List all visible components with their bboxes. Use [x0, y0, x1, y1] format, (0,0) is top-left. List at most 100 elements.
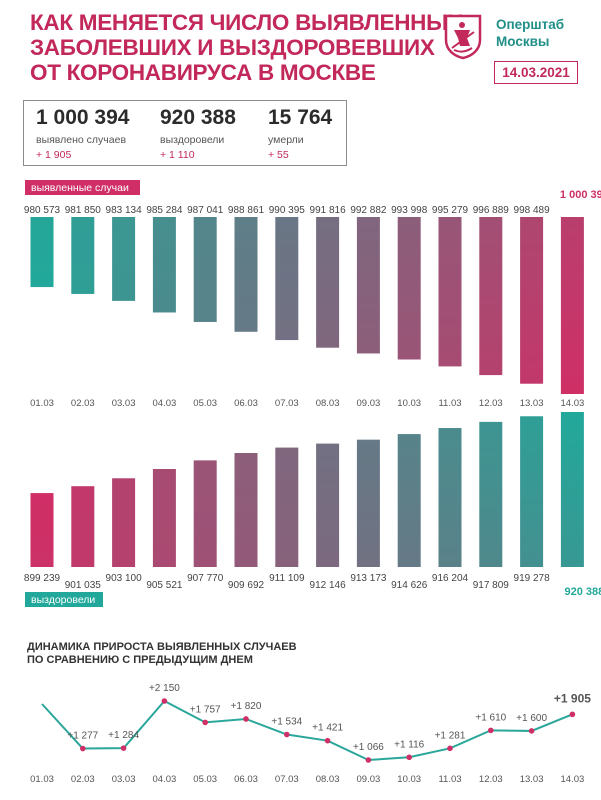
- line-tick-label: 13.03: [520, 774, 544, 785]
- line-chart-subtitle: ПО СРАВНЕНИЮ С ПРЕДЫДУЩИМ ДНЕМ: [27, 654, 253, 666]
- recovered-value-label: 899 239: [24, 573, 61, 584]
- increase-point: [447, 745, 453, 752]
- increase-point: [284, 731, 290, 738]
- cases-bar: [193, 217, 217, 322]
- increase-point: [406, 754, 413, 761]
- line-tick-label: 11.03: [438, 774, 461, 785]
- stat-delta: + 55: [268, 149, 289, 161]
- cases-value-label: 985 284: [146, 205, 183, 216]
- recovered-legend-tag: [25, 592, 103, 607]
- line-tick-label: 06.03: [234, 774, 258, 785]
- recovered-bar: [234, 453, 258, 567]
- increase-point: [324, 737, 331, 744]
- recovered-bar: [397, 434, 421, 567]
- cases-tick-label: 12.03: [479, 398, 503, 409]
- line-tick-label: 01.03: [30, 774, 54, 785]
- recovered-bar: [356, 439, 380, 567]
- recovered-value-label: 901 035: [65, 580, 102, 591]
- cases-tick-label: 07.03: [275, 398, 299, 409]
- recovered-bar: [560, 412, 584, 567]
- cases-bar: [479, 217, 503, 376]
- cases-bar: [316, 217, 340, 348]
- stat-delta: + 1 905: [36, 149, 72, 161]
- cases-bar: [397, 217, 421, 360]
- increase-point: [120, 745, 127, 751]
- recovered-bar: [71, 486, 95, 567]
- cases-bar: [560, 217, 584, 394]
- line-tick-label: 02.03: [71, 774, 95, 785]
- cases-value-label: 991 816: [310, 205, 347, 216]
- line-tick-label: 03.03: [112, 774, 136, 785]
- cases-bar: [152, 217, 176, 313]
- recovered-value-label: 914 626: [391, 580, 428, 591]
- cases-legend-label: выявленные случаи: [31, 182, 129, 194]
- stat-recovered: 920 388 выздоровели + 1 110: [160, 106, 236, 161]
- cases-tick-label: 10.03: [397, 398, 421, 409]
- date-badge: 14.03.2021: [494, 61, 578, 84]
- cases-tick-label: 11.03: [438, 398, 461, 409]
- stat-value: 15 764: [268, 106, 333, 129]
- recovered-value-label: 912 146: [310, 580, 347, 591]
- cases-value-label: 993 998: [391, 205, 428, 216]
- cases-tick-label: 02.03: [71, 398, 95, 409]
- recovered-value-label: 916 204: [432, 573, 469, 584]
- stat-label: выявлено случаев: [36, 134, 127, 146]
- line-chart-title: ДИНАМИКА ПРИРОСТА ВЫЯВЛЕННЫХ СЛУЧАЕВ: [27, 641, 297, 653]
- recovered-bar: [520, 416, 544, 567]
- cases-value-label: 996 889: [473, 205, 510, 216]
- increase-value-label: +1 600: [516, 713, 547, 724]
- increase-value-label: +1 757: [190, 704, 221, 715]
- cases-tick-label: 13.03: [520, 398, 544, 409]
- cases-value-label: 988 861: [228, 205, 265, 216]
- cases-value-label: 1 000 394: [560, 189, 601, 201]
- stat-delta: + 1 110: [160, 149, 195, 161]
- cases-bar: [30, 217, 54, 288]
- org-name: Оперштаб Москвы: [496, 16, 564, 50]
- cases-tick-label: 01.03: [30, 398, 54, 409]
- stat-label: умерли: [268, 134, 304, 146]
- increase-value-label: +1 610: [475, 712, 506, 723]
- line-tick-label: 09.03: [357, 774, 381, 785]
- cases-value-label: 987 041: [187, 205, 224, 216]
- recovered-value-label: 907 770: [187, 573, 224, 584]
- recovered-bar: [438, 428, 462, 567]
- increase-value-label: +1 421: [312, 723, 343, 734]
- increase-point: [80, 745, 86, 752]
- line-tick-label: 08.03: [316, 774, 340, 785]
- cases-value-label: 981 850: [65, 205, 102, 216]
- increase-point: [202, 719, 208, 726]
- increase-point: [243, 716, 249, 722]
- cases-value-label: 995 279: [432, 205, 469, 216]
- increase-value-label: +1 534: [271, 717, 302, 728]
- line-tick-label: 12.03: [479, 774, 503, 785]
- increase-point: [488, 727, 494, 734]
- cases-tick-label: 04.03: [153, 398, 177, 409]
- recovered-value-label: 909 692: [228, 580, 265, 591]
- cases-bar: [112, 217, 136, 301]
- recovered-value-label: 905 521: [146, 580, 183, 591]
- recovered-bar: [193, 460, 217, 567]
- increase-value-label: +2 150: [149, 683, 180, 694]
- recovered-bar: [316, 443, 340, 567]
- cases-tick-label: 09.03: [357, 398, 381, 409]
- org-line: Москвы: [496, 34, 550, 49]
- org-line: Оперштаб: [496, 17, 565, 32]
- increase-point: [569, 711, 576, 718]
- recovered-bar: [275, 447, 299, 567]
- increase-point: [365, 757, 372, 763]
- increase-value-label: +1 284: [108, 730, 139, 741]
- title-line: ОТ КОРОНАВИРУСА В МОСКВЕ: [30, 60, 376, 85]
- moscow-coat-of-arms-icon: [444, 14, 482, 60]
- increase-point: [528, 728, 535, 734]
- stat-value: 920 388: [160, 106, 236, 129]
- line-tick-label: 07.03: [275, 774, 299, 785]
- recovered-bar: [479, 421, 503, 567]
- increase-value-label: +1 277: [67, 731, 98, 742]
- increase-value-label: +1 905: [554, 691, 591, 705]
- line-tick-label: 04.03: [153, 774, 177, 785]
- page-title: КАК МЕНЯЕТСЯ ЧИСЛО ВЫЯВЛЕННЫХ ЗАБОЛЕВШИХ…: [30, 10, 463, 85]
- cases-value-label: 980 573: [24, 205, 61, 216]
- increase-value-label: +1 066: [353, 742, 384, 753]
- cases-bar: [275, 217, 299, 341]
